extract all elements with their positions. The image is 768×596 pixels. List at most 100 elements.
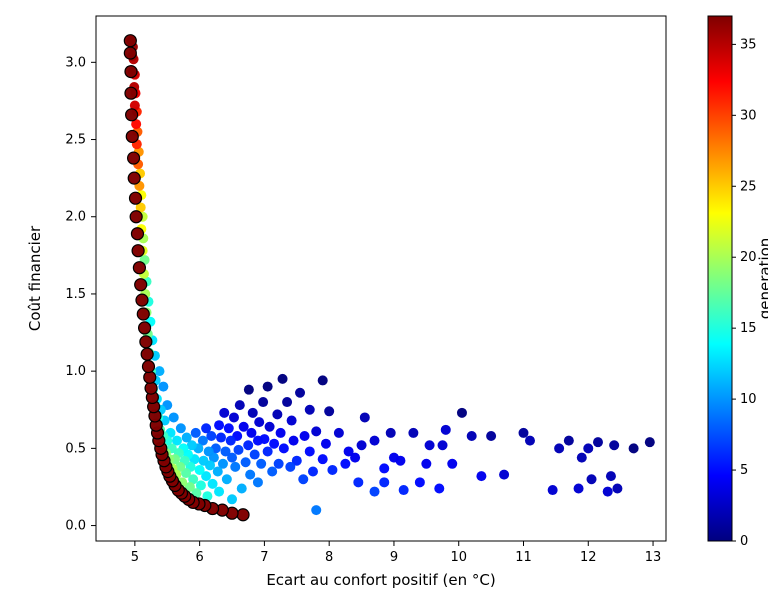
- data-point: [399, 485, 409, 495]
- data-point: [176, 423, 186, 433]
- data-point: [298, 474, 308, 484]
- scatter-chart: 56789101112130.00.51.01.52.02.53.0Ecart …: [0, 0, 768, 596]
- pareto-point: [128, 152, 140, 164]
- data-point: [230, 462, 240, 472]
- x-tick-label: 12: [580, 550, 597, 565]
- data-point: [195, 465, 205, 475]
- data-point: [476, 471, 486, 481]
- x-tick-label: 6: [195, 550, 203, 565]
- colorbar-tick-label: 25: [740, 179, 757, 194]
- data-point: [583, 443, 593, 453]
- data-point: [263, 446, 273, 456]
- data-point: [204, 446, 214, 456]
- colorbar-tick-label: 0: [740, 534, 748, 549]
- pareto-point: [237, 509, 249, 521]
- data-point: [224, 423, 234, 433]
- data-point: [389, 453, 399, 463]
- y-tick-label: 3.0: [65, 55, 86, 70]
- data-point: [245, 470, 255, 480]
- x-axis-label: Ecart au confort positif (en °C): [266, 571, 495, 589]
- data-point: [486, 431, 496, 441]
- data-point: [214, 420, 224, 430]
- data-point: [321, 439, 331, 449]
- data-point: [276, 428, 286, 438]
- data-point: [645, 437, 655, 447]
- data-point: [278, 374, 288, 384]
- y-tick-label: 0.5: [65, 441, 86, 456]
- data-point: [227, 494, 237, 504]
- data-point: [158, 382, 168, 392]
- data-point: [274, 459, 284, 469]
- data-point: [457, 408, 467, 418]
- pareto-point: [130, 192, 142, 204]
- data-point: [256, 459, 266, 469]
- data-point: [334, 428, 344, 438]
- data-point: [269, 439, 279, 449]
- pareto-point: [139, 322, 151, 334]
- data-point: [300, 431, 310, 441]
- pareto-point: [124, 35, 136, 47]
- data-point: [344, 446, 354, 456]
- colorbar-tick-label: 10: [740, 392, 757, 407]
- data-point: [441, 425, 451, 435]
- data-point: [199, 456, 209, 466]
- data-point: [370, 487, 380, 497]
- pareto-point: [128, 172, 140, 184]
- data-point: [234, 445, 244, 455]
- data-point: [467, 431, 477, 441]
- colorbar-tick-label: 5: [740, 463, 748, 478]
- y-tick-label: 2.5: [65, 133, 86, 148]
- data-point: [243, 440, 253, 450]
- y-tick-label: 0.0: [65, 519, 86, 534]
- data-point: [386, 428, 396, 438]
- data-point: [548, 485, 558, 495]
- x-tick-label: 7: [260, 550, 268, 565]
- data-point: [574, 484, 584, 494]
- pareto-point: [131, 228, 143, 240]
- pareto-point: [145, 382, 157, 394]
- y-tick-label: 2.0: [65, 210, 86, 225]
- data-point: [327, 465, 337, 475]
- colorbar-tick-label: 35: [740, 37, 757, 52]
- data-point: [241, 457, 251, 467]
- data-point: [279, 443, 289, 453]
- data-point: [305, 446, 315, 456]
- data-point: [353, 477, 363, 487]
- data-point: [265, 422, 275, 432]
- data-point: [519, 428, 529, 438]
- data-point: [324, 406, 334, 416]
- data-point: [237, 484, 247, 494]
- pareto-point: [124, 47, 136, 59]
- pareto-point: [125, 87, 137, 99]
- data-point: [415, 477, 425, 487]
- colorbar: [708, 16, 732, 541]
- data-point: [525, 436, 535, 446]
- colorbar-tick-label: 30: [740, 108, 757, 123]
- data-point: [360, 412, 370, 422]
- x-tick-label: 10: [450, 550, 467, 565]
- data-point: [229, 412, 239, 422]
- data-point: [447, 459, 457, 469]
- data-point: [235, 400, 245, 410]
- data-point: [248, 408, 258, 418]
- pareto-point: [125, 66, 137, 78]
- data-point: [421, 459, 431, 469]
- data-point: [282, 397, 292, 407]
- data-point: [219, 408, 229, 418]
- data-point: [285, 462, 295, 472]
- data-point: [250, 450, 260, 460]
- data-point: [629, 443, 639, 453]
- x-tick-label: 13: [645, 550, 662, 565]
- data-point: [226, 436, 236, 446]
- data-point: [408, 428, 418, 438]
- x-tick-label: 11: [515, 550, 532, 565]
- data-point: [216, 433, 226, 443]
- data-point: [438, 440, 448, 450]
- pareto-point: [132, 245, 144, 257]
- data-point: [554, 443, 564, 453]
- data-point: [425, 440, 435, 450]
- data-point: [308, 467, 318, 477]
- data-point: [191, 428, 201, 438]
- pareto-point: [137, 308, 149, 320]
- y-tick-label: 1.0: [65, 364, 86, 379]
